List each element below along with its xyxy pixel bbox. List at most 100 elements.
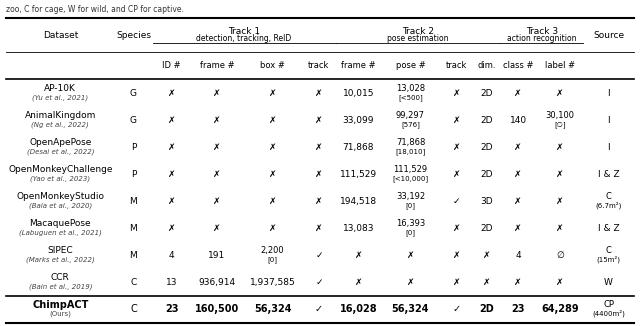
Text: 111,529: 111,529 xyxy=(394,165,428,174)
Text: ✗: ✗ xyxy=(515,197,522,206)
Text: M: M xyxy=(129,251,138,260)
Text: M: M xyxy=(129,224,138,233)
Text: [18,010]: [18,010] xyxy=(396,148,426,155)
Text: ✗: ✗ xyxy=(269,115,276,125)
Text: 23: 23 xyxy=(511,304,525,314)
Text: CCR: CCR xyxy=(51,274,70,282)
Text: ✗: ✗ xyxy=(515,170,522,179)
Text: ✗: ✗ xyxy=(453,251,461,260)
Text: 33,192: 33,192 xyxy=(396,192,425,201)
Text: P: P xyxy=(131,170,136,179)
Text: ✗: ✗ xyxy=(213,170,221,179)
Text: 16,028: 16,028 xyxy=(339,304,377,314)
Text: class #: class # xyxy=(503,62,533,70)
Text: 64,289: 64,289 xyxy=(541,304,579,314)
Text: I & Z: I & Z xyxy=(598,224,620,233)
Text: ✗: ✗ xyxy=(453,115,461,125)
Text: I: I xyxy=(607,88,610,97)
Text: G: G xyxy=(130,88,137,97)
Text: frame #: frame # xyxy=(200,62,234,70)
Text: OpenApePose: OpenApePose xyxy=(29,138,92,147)
Text: ✗: ✗ xyxy=(316,224,323,233)
Text: 2D: 2D xyxy=(481,142,493,152)
Text: Source: Source xyxy=(593,31,624,40)
Text: ✗: ✗ xyxy=(556,278,564,287)
Text: Track 3: Track 3 xyxy=(525,27,558,37)
Text: track: track xyxy=(308,62,330,70)
Text: (Marks et al., 2022): (Marks et al., 2022) xyxy=(26,256,95,263)
Text: zoo, C for cage, W for wild, and CP for captive.: zoo, C for cage, W for wild, and CP for … xyxy=(6,5,184,14)
Text: 936,914: 936,914 xyxy=(198,278,236,287)
Text: ✗: ✗ xyxy=(556,88,564,97)
Text: label #: label # xyxy=(545,62,575,70)
Text: 2,200: 2,200 xyxy=(261,246,284,256)
Text: ✗: ✗ xyxy=(168,170,175,179)
Text: ✗: ✗ xyxy=(483,278,490,287)
Text: [<500]: [<500] xyxy=(398,94,423,101)
Text: (15m²): (15m²) xyxy=(596,256,621,263)
Text: M: M xyxy=(129,197,138,206)
Text: ✗: ✗ xyxy=(316,88,323,97)
Text: ✗: ✗ xyxy=(269,142,276,152)
Text: AP-10K: AP-10K xyxy=(44,84,76,93)
Text: ✗: ✗ xyxy=(213,224,221,233)
Text: 56,324: 56,324 xyxy=(392,304,429,314)
Text: ✗: ✗ xyxy=(213,88,221,97)
Text: ✗: ✗ xyxy=(213,115,221,125)
Text: ✗: ✗ xyxy=(515,142,522,152)
Text: (Ours): (Ours) xyxy=(49,310,71,317)
Text: 23: 23 xyxy=(165,304,179,314)
Text: [<10,000]: [<10,000] xyxy=(392,175,429,182)
Text: ✗: ✗ xyxy=(453,88,461,97)
Text: C: C xyxy=(605,246,611,256)
Text: 56,324: 56,324 xyxy=(254,304,291,314)
Text: 194,518: 194,518 xyxy=(340,197,377,206)
Text: ✓: ✓ xyxy=(316,251,323,260)
Text: ✗: ✗ xyxy=(213,142,221,152)
Text: 13,028: 13,028 xyxy=(396,84,425,93)
Text: 99,297: 99,297 xyxy=(396,111,425,120)
Text: ✗: ✗ xyxy=(556,197,564,206)
Text: I: I xyxy=(607,115,610,125)
Text: 2D: 2D xyxy=(481,88,493,97)
Text: 10,015: 10,015 xyxy=(342,88,374,97)
Text: ChimpACT: ChimpACT xyxy=(32,300,88,310)
Text: (4400m²): (4400m²) xyxy=(592,310,625,317)
Text: 4: 4 xyxy=(515,251,521,260)
Text: 2D: 2D xyxy=(479,304,494,314)
Text: C: C xyxy=(130,304,137,314)
Text: (Bain et al., 2019): (Bain et al., 2019) xyxy=(29,283,92,290)
Text: [∅]: [∅] xyxy=(554,121,566,128)
Text: 160,500: 160,500 xyxy=(195,304,239,314)
Text: I: I xyxy=(607,142,610,152)
Text: ✗: ✗ xyxy=(316,197,323,206)
Text: ✗: ✗ xyxy=(483,251,490,260)
Text: 71,868: 71,868 xyxy=(396,138,425,147)
Text: 140: 140 xyxy=(509,115,527,125)
Text: G: G xyxy=(130,115,137,125)
Text: ✗: ✗ xyxy=(316,170,323,179)
Text: (Labuguen et al., 2021): (Labuguen et al., 2021) xyxy=(19,229,102,236)
Text: 16,393: 16,393 xyxy=(396,219,425,229)
Text: [576]: [576] xyxy=(401,121,420,128)
Text: ✓: ✓ xyxy=(452,304,461,314)
Text: 13: 13 xyxy=(166,278,177,287)
Text: C: C xyxy=(605,192,611,201)
Text: ✗: ✗ xyxy=(168,115,175,125)
Text: C: C xyxy=(131,278,136,287)
Text: ✗: ✗ xyxy=(269,88,276,97)
Text: ✗: ✗ xyxy=(269,197,276,206)
Text: ✗: ✗ xyxy=(168,197,175,206)
Text: ✗: ✗ xyxy=(453,170,461,179)
Text: ID #: ID # xyxy=(163,62,181,70)
Text: 71,868: 71,868 xyxy=(342,142,374,152)
Text: 111,529: 111,529 xyxy=(340,170,377,179)
Text: ✗: ✗ xyxy=(453,224,461,233)
Text: W: W xyxy=(604,278,613,287)
Text: I & Z: I & Z xyxy=(598,170,620,179)
Text: CP: CP xyxy=(603,301,614,309)
Text: ✗: ✗ xyxy=(213,197,221,206)
Text: ✗: ✗ xyxy=(269,224,276,233)
Text: (6.7m²): (6.7m²) xyxy=(595,201,621,209)
Text: SIPEC: SIPEC xyxy=(47,246,73,256)
